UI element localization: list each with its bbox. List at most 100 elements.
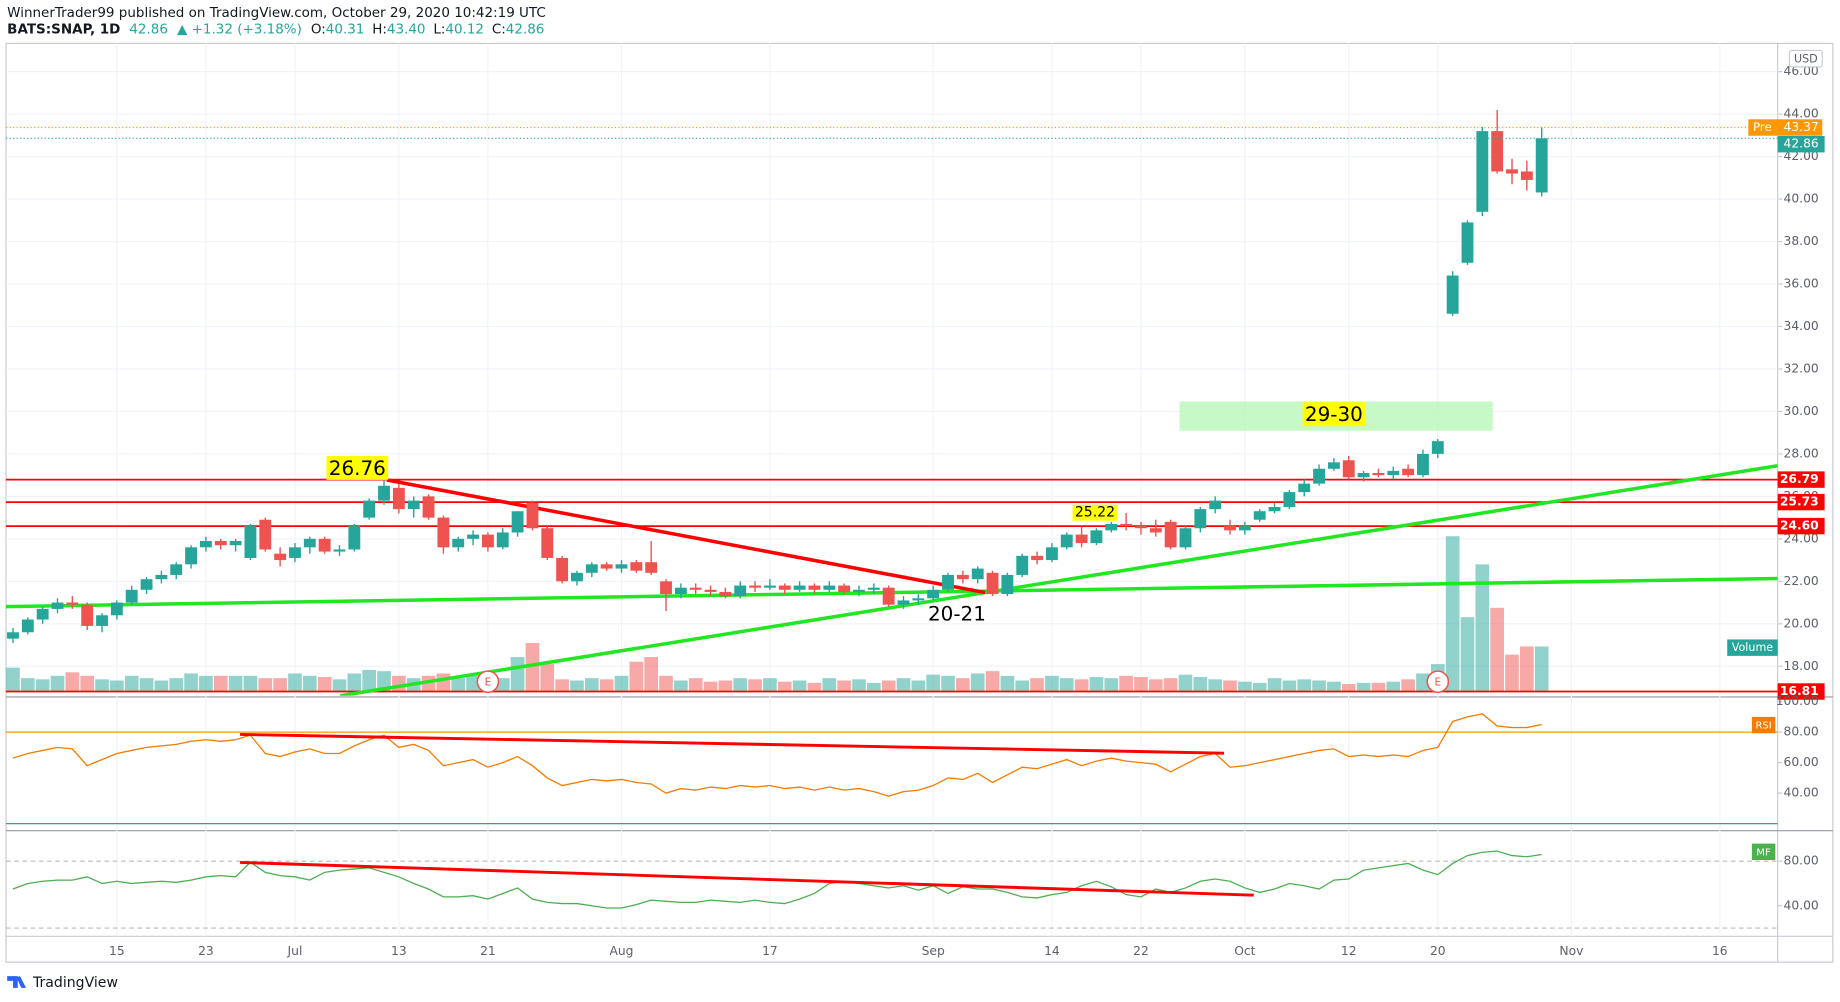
candle-body: [1016, 555, 1029, 575]
y-tick-label: 34.00: [1784, 319, 1819, 333]
volume-bar: [95, 679, 109, 693]
volume-bar: [1401, 679, 1415, 693]
candle-body: [585, 564, 598, 573]
candle-body: [1283, 492, 1296, 507]
volume-bar: [1134, 676, 1148, 693]
candle-body: [1135, 526, 1147, 529]
candle-body: [155, 574, 168, 580]
candle-body: [244, 526, 257, 558]
ohlc-label: H:: [372, 21, 387, 37]
volume-bar: [629, 661, 644, 693]
volume-bar: [1252, 682, 1267, 693]
x-tick-label: 12: [1341, 944, 1357, 958]
volume-bar: [1089, 676, 1104, 693]
level-label-box: [1777, 493, 1825, 511]
candle-body: [185, 547, 198, 565]
candle-body: [21, 619, 34, 633]
volume-bar: [1178, 674, 1193, 693]
grid: [5, 43, 1778, 937]
candle-body: [793, 585, 806, 590]
candle-body: [541, 528, 554, 558]
candle-body: [407, 500, 420, 510]
candle-body: [1045, 547, 1058, 561]
volume-bar: [1208, 679, 1223, 693]
candle-body: [1387, 470, 1400, 476]
volume-bar: [688, 678, 703, 693]
volume-bar: [1282, 680, 1297, 693]
x-tick-label: Sep: [922, 944, 945, 958]
volume-bar: [228, 675, 243, 693]
volume-bar: [1267, 678, 1282, 693]
volume-bar: [1505, 654, 1519, 693]
volume-bar: [451, 678, 466, 693]
volume-bar: [674, 680, 688, 693]
volume-bar: [659, 675, 673, 693]
volume-bar: [1520, 646, 1534, 693]
x-tick-label: Nov: [1559, 944, 1583, 958]
volume-bar: [65, 672, 80, 693]
volume-bar: [139, 678, 154, 693]
candle-body: [140, 579, 153, 590]
level-label: 16.81: [1780, 684, 1819, 698]
x-tick-label: Oct: [1234, 944, 1255, 958]
candle-body: [704, 589, 717, 592]
volume-label: Volume: [1732, 641, 1774, 654]
volume-bar: [763, 678, 777, 693]
candle-body: [927, 589, 940, 599]
change: ▲ +1.32 (+3.18%): [177, 21, 302, 37]
annotation: 25.22: [1075, 505, 1115, 521]
candle-body: [942, 574, 954, 590]
volume-bar: [1416, 673, 1430, 693]
candle-body: [110, 602, 123, 616]
volume-bar: [1148, 679, 1163, 693]
volume-bar: [1445, 536, 1460, 693]
x-tick-label: 21: [480, 944, 496, 958]
candle-body: [1149, 528, 1162, 533]
ohlc-value: 40.31: [326, 21, 365, 37]
candle-body: [36, 608, 49, 620]
y-tick-label: 46.00: [1784, 64, 1819, 78]
candle-body: [214, 540, 227, 546]
candle-body: [600, 564, 613, 569]
volume-bar: [733, 678, 748, 693]
candle-body: [778, 585, 791, 590]
candle-body: [511, 511, 524, 533]
volume-bar: [584, 678, 599, 693]
candle-body: [170, 564, 183, 575]
volume-bar: [199, 675, 213, 693]
annotation: 26.76: [329, 456, 386, 480]
volume-bar: [1030, 678, 1044, 693]
y-tick-label: 28.00: [1784, 446, 1819, 460]
y-tick-label: 24.00: [1784, 531, 1819, 545]
volume-bar: [525, 642, 540, 693]
candle-body: [867, 587, 880, 590]
candle-body: [956, 574, 969, 580]
candle-body: [1090, 530, 1103, 544]
volume-bar: [495, 678, 510, 693]
volume-bar: [792, 680, 807, 693]
candle-body: [437, 517, 450, 548]
y-tick-label: 22.00: [1784, 574, 1819, 588]
volume-bar: [1312, 680, 1326, 693]
ohlc-value: 40.12: [445, 21, 484, 37]
volume-bar: [362, 669, 377, 693]
volume-bar: [644, 657, 659, 693]
volume-bar: [1223, 680, 1237, 693]
candle-body: [259, 519, 272, 550]
candle-body: [1327, 462, 1340, 469]
last-value: 42.86: [129, 21, 168, 37]
volume-bar: [273, 678, 287, 693]
candle-body: [66, 602, 79, 605]
y-tick-label: 32.00: [1784, 361, 1819, 375]
pre-market-name: Pre: [1753, 120, 1772, 134]
candle-body: [289, 547, 301, 558]
y-tick-label: 40.00: [1784, 192, 1819, 206]
annotation-background: [1302, 402, 1366, 427]
volume-bar: [466, 675, 480, 693]
candle-body: [971, 568, 984, 580]
volume-bar: [748, 679, 762, 693]
volume-bar: [1119, 675, 1133, 693]
candle-body: [674, 587, 687, 595]
candle-body: [1253, 511, 1266, 520]
logo-icon: [7, 976, 26, 988]
